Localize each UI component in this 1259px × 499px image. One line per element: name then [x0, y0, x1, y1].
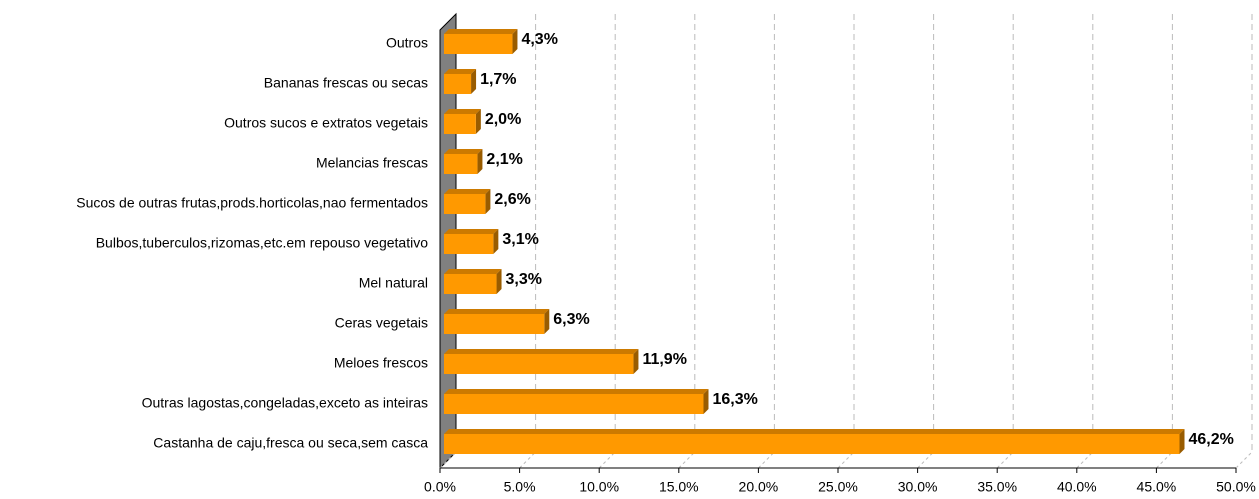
bar — [444, 434, 1180, 454]
bar-top — [444, 69, 477, 74]
grid-floor — [1156, 451, 1173, 469]
value-label: 11,9% — [642, 351, 686, 368]
category-label: Castanha de caju,fresca ou seca,sem casc… — [153, 435, 428, 451]
x-tick-label: 25.0% — [818, 479, 858, 495]
bar — [444, 74, 472, 94]
bar — [444, 194, 486, 214]
value-label: 2,0% — [485, 111, 521, 128]
grid-floor — [1076, 451, 1094, 469]
category-label: Meloes frescos — [334, 355, 428, 371]
category-label: Outros sucos e extratos vegetais — [224, 115, 428, 131]
value-label: 3,3% — [506, 271, 542, 288]
bar — [444, 314, 545, 334]
category-label: Outros — [386, 35, 428, 51]
category-label: Ceras vegetais — [335, 315, 428, 331]
bar-side — [471, 69, 477, 94]
bar — [444, 354, 634, 374]
grid-floor — [996, 451, 1014, 469]
category-label: Mel natural — [359, 275, 428, 291]
bar-side — [633, 349, 639, 374]
x-tick-label: 0.0% — [424, 479, 456, 495]
x-tick-label: 10.0% — [579, 479, 619, 495]
bar-side — [475, 109, 481, 134]
bar-side — [496, 269, 502, 294]
category-label: Sucos de outras frutas,prods.horticolas,… — [76, 195, 428, 211]
grid-floor — [917, 451, 934, 469]
bar-side — [1179, 429, 1185, 454]
bar-top — [444, 229, 499, 234]
bar-top — [444, 269, 502, 274]
bar-side — [477, 149, 483, 174]
x-tick-label: 40.0% — [1057, 479, 1097, 495]
grid-floor — [439, 451, 457, 469]
x-tick-label: 45.0% — [1137, 479, 1177, 495]
bar-top — [444, 149, 483, 154]
grid-floor — [758, 451, 775, 469]
grid-floor — [1235, 451, 1253, 469]
grid-floor — [678, 451, 696, 469]
bar — [444, 394, 704, 414]
bar-side — [703, 389, 709, 414]
grid-floor — [598, 451, 616, 469]
bar — [444, 34, 513, 54]
bar-top — [444, 109, 481, 114]
bar — [444, 274, 497, 294]
value-label: 1,7% — [480, 71, 516, 88]
value-label: 6,3% — [553, 311, 589, 328]
category-label: Melancias frescas — [316, 155, 428, 171]
bar — [444, 114, 476, 134]
grid-floor — [519, 451, 536, 469]
x-tick-label: 35.0% — [977, 479, 1017, 495]
bar-top — [444, 389, 709, 394]
value-label: 2,6% — [494, 191, 530, 208]
grid-floor — [837, 451, 855, 469]
x-tick-label: 50.0% — [1216, 479, 1256, 495]
x-tick-label: 15.0% — [659, 479, 699, 495]
bar-top — [444, 309, 550, 314]
bar-top — [444, 429, 1185, 434]
bar-side — [512, 29, 518, 54]
bar-side — [485, 189, 491, 214]
bar-side — [493, 229, 499, 254]
bar-side — [544, 309, 550, 334]
x-tick-label: 5.0% — [504, 479, 536, 495]
x-tick-label: 20.0% — [739, 479, 779, 495]
value-label: 16,3% — [712, 391, 757, 408]
value-label: 4,3% — [521, 31, 557, 48]
bar-top — [444, 29, 518, 34]
bar-top — [444, 349, 639, 354]
bar — [444, 234, 494, 254]
bar-top — [444, 189, 491, 194]
bar — [444, 154, 478, 174]
value-label: 3,1% — [502, 231, 538, 248]
category-label: Outras lagostas,congeladas,exceto as int… — [142, 395, 428, 411]
category-label: Bananas frescas ou secas — [264, 75, 428, 91]
category-label: Bulbos,tuberculos,rizomas,etc.em repouso… — [96, 235, 428, 251]
value-label: 46,2% — [1189, 431, 1234, 448]
x-tick-label: 30.0% — [898, 479, 938, 495]
value-label: 2,1% — [486, 151, 522, 168]
